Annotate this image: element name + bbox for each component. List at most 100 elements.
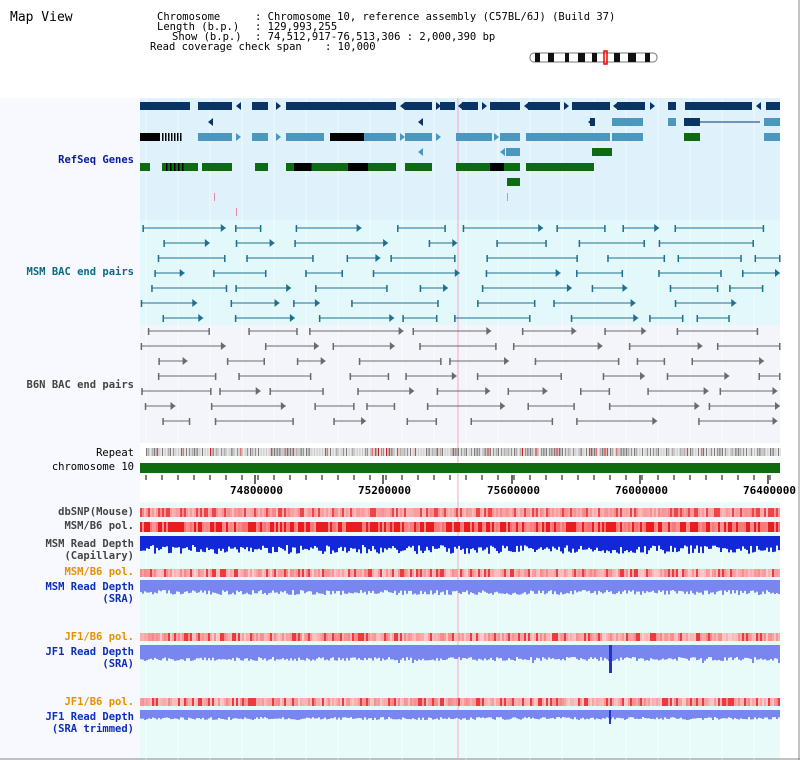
heat-cell (454, 633, 456, 641)
repeat-mark (779, 448, 781, 456)
gene-block (140, 133, 160, 141)
heat-cell (702, 508, 704, 517)
msm-b6-pol-label-2[interactable]: MSM/B6 pol. (64, 566, 134, 578)
jf1-depth-sra-label-1[interactable]: JF1 Read Depth (45, 646, 134, 658)
repeat-mark (571, 448, 573, 456)
repeat-mark (166, 448, 168, 456)
heat-cell (432, 522, 434, 532)
depth-bar (272, 645, 274, 658)
depth-bar (758, 710, 760, 718)
depth-bar (710, 710, 712, 718)
depth-bar (766, 710, 768, 718)
depth-bar (414, 645, 416, 660)
depth-bar (514, 645, 516, 661)
strand-arrow (486, 327, 492, 335)
msm-depth-cap-label-1[interactable]: MSM Read Depth (45, 538, 134, 550)
repeat-mark (230, 448, 232, 456)
depth-bar (310, 710, 312, 719)
depth-bar (612, 536, 614, 551)
heat-cell (446, 522, 448, 532)
msm-bac-label[interactable]: MSM BAC end pairs (26, 266, 134, 278)
heat-cell (380, 698, 382, 706)
heat-cell (358, 633, 360, 641)
depth-bar (734, 710, 736, 719)
depth-bar (254, 536, 256, 550)
depth-bar (746, 710, 748, 720)
depth-bar (142, 536, 144, 551)
depth-bar (698, 645, 700, 660)
depth-bar (186, 580, 188, 592)
jf1-b6-pol-label[interactable]: JF1/B6 pol. (64, 631, 134, 643)
bac-end (604, 328, 606, 335)
depth-bar (152, 580, 154, 595)
heat-cell (368, 698, 370, 706)
depth-bar (276, 580, 278, 593)
heat-cell (556, 633, 558, 641)
b6n-bac-label[interactable]: B6N BAC end pairs (26, 379, 134, 391)
depth-bar (324, 710, 326, 718)
dbsnp-label[interactable]: dbSNP(Mouse) (58, 506, 134, 518)
depth-bar (152, 645, 154, 660)
bac-end (341, 270, 344, 277)
depth-bar (598, 710, 600, 719)
heat-cell (212, 633, 214, 641)
heat-cell (210, 633, 212, 641)
heat-cell (266, 522, 268, 532)
depth-bar (484, 536, 486, 550)
heat-cell (358, 522, 360, 532)
heat-cell (182, 633, 184, 641)
heat-cell (750, 698, 752, 706)
depth-bar (370, 580, 372, 593)
repeat-mark (602, 448, 603, 456)
depth-bar (228, 580, 230, 595)
heat-cell (226, 569, 228, 577)
heat-cell (570, 569, 572, 577)
jf1-b6-pol-label-2[interactable]: JF1/B6 pol. (64, 696, 134, 708)
jf1-depth-trim-label-1[interactable]: JF1 Read Depth (45, 711, 134, 723)
heat-cell (158, 522, 160, 532)
depth-bar (624, 536, 626, 552)
depth-bar (408, 536, 410, 547)
depth-bar (230, 710, 232, 720)
heat-cell (208, 522, 210, 532)
depth-bar (210, 710, 212, 718)
depth-bar (532, 645, 534, 663)
repeat-mark (763, 448, 765, 456)
heat-cell (172, 569, 174, 577)
repeat-mark (210, 448, 211, 456)
heat-cell (712, 633, 714, 641)
msm-b6-pol-label[interactable]: MSM/B6 pol. (64, 520, 134, 532)
depth-bar (406, 645, 408, 658)
heat-cell (204, 633, 206, 641)
gene-block (592, 148, 612, 156)
heat-cell (272, 698, 274, 706)
refseq-genes-label[interactable]: RefSeq Genes (58, 154, 134, 166)
heat-cell (626, 698, 628, 706)
repeat-mark (454, 448, 456, 456)
heat-cell (400, 633, 402, 641)
repeat-mark (546, 448, 547, 456)
heat-cell (692, 698, 694, 706)
heat-cell (698, 698, 700, 706)
heat-cell (664, 698, 666, 706)
depth-bar (548, 536, 550, 549)
repeat-mark (358, 448, 360, 456)
depth-bar (342, 645, 344, 659)
repeat-mark (710, 448, 712, 456)
depth-bar (180, 710, 182, 718)
heat-cell (514, 633, 516, 641)
heat-cell (620, 508, 622, 517)
msm-depth-sra-label-1[interactable]: MSM Read Depth (45, 581, 134, 593)
depth-bar (474, 710, 476, 720)
heat-cell (642, 522, 644, 532)
depth-bar (748, 710, 750, 718)
repeat-mark (672, 448, 674, 456)
repeat-mark (619, 448, 621, 456)
depth-bar (550, 645, 552, 659)
repeat-mark (306, 448, 307, 456)
bac-end (551, 418, 554, 425)
depth-bar (220, 710, 222, 719)
depth-bar (654, 580, 656, 593)
repeat-mark (632, 448, 634, 456)
